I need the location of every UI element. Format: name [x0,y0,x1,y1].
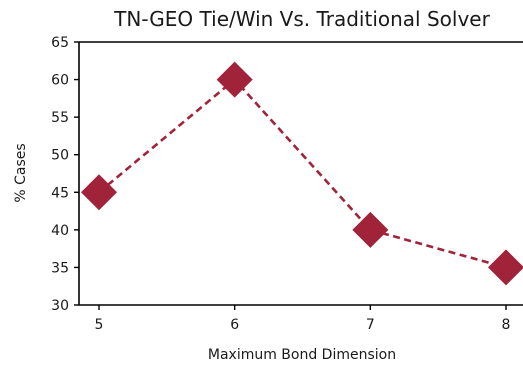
y-tick-label: 30 [51,298,69,314]
x-axis-ticks: 5 6 7 8 [95,305,511,333]
y-axis-ticks: 30 35 40 45 50 55 60 65 [51,35,79,314]
data-point-diamond [488,249,523,286]
y-tick-label: 60 [51,73,69,89]
plot-area [81,61,523,286]
data-point-diamond [352,211,389,248]
y-axis-label: % Cases [13,143,29,202]
chart-title: TN-GEO Tie/Win Vs. Traditional Solver [113,7,490,31]
data-point-diamond [216,61,253,98]
x-tick-label: 5 [95,317,104,333]
y-tick-label: 35 [51,260,69,276]
data-point-diamond [81,174,117,211]
y-tick-label: 55 [51,110,69,126]
y-tick-label: 40 [51,223,69,239]
x-tick-label: 8 [502,317,511,333]
y-tick-label: 45 [51,185,69,201]
x-axis-label: Maximum Bond Dimension [208,347,396,363]
y-tick-label: 50 [51,148,69,164]
series-line [98,77,507,269]
x-tick-label: 7 [366,317,375,333]
y-tick-label: 65 [51,35,69,51]
x-tick-label: 6 [230,317,239,333]
